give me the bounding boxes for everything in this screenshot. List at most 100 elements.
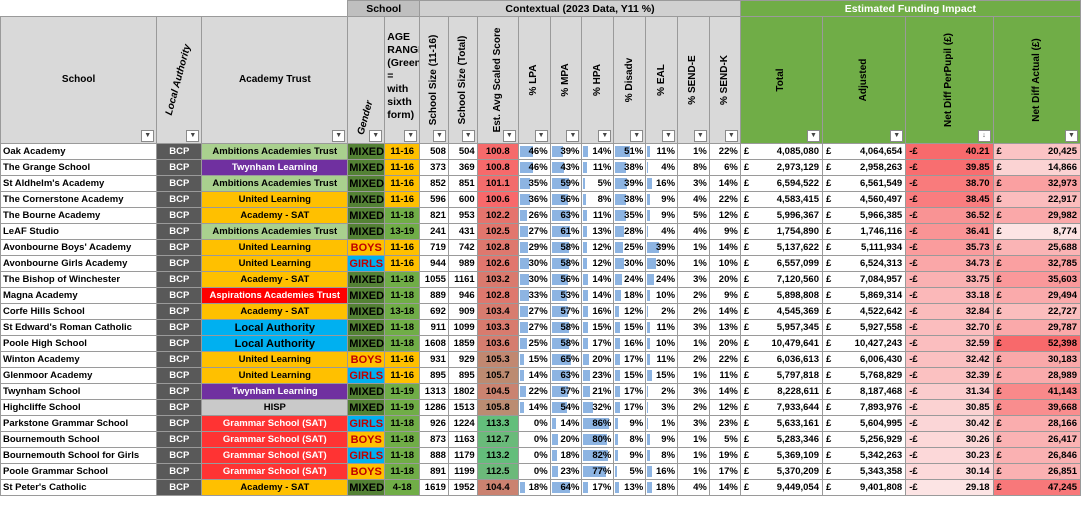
cell-pct-sk[interactable]: 20% — [708, 271, 741, 288]
cell-gender[interactable]: MIXED — [347, 271, 386, 288]
cell-pct-dis[interactable]: 17% — [613, 399, 647, 416]
cell-pct-sk[interactable]: 22% — [708, 191, 741, 208]
filter-dropdown-icon[interactable]: ▼ — [693, 130, 707, 142]
cell-trust[interactable]: United Learning — [201, 191, 349, 208]
cell-pct-lpa[interactable]: 14% — [517, 367, 551, 384]
cell-gender[interactable]: MIXED — [347, 319, 386, 336]
cell-age[interactable]: 11-16 — [384, 255, 421, 272]
cell-adjusted[interactable]: £8,187,468 — [821, 383, 907, 400]
cell-pct-dis[interactable]: 51% — [613, 143, 647, 160]
cell-pct-hpa[interactable]: 14% — [581, 287, 615, 304]
cell-pct-lpa[interactable]: 0% — [517, 447, 551, 464]
cell-pct-se[interactable]: 4% — [677, 223, 710, 240]
cell-pct-mpa[interactable]: 63% — [549, 367, 583, 384]
cell-trust[interactable]: United Learning — [201, 351, 349, 368]
cell-school[interactable]: Poole High School — [0, 335, 158, 352]
cell-pct-sk[interactable]: 14% — [708, 479, 741, 496]
cell-size-1116[interactable]: 895 — [419, 367, 449, 384]
cell-adjusted[interactable]: £6,524,313 — [821, 255, 907, 272]
cell-gender[interactable]: MIXED — [347, 191, 386, 208]
col-header-gender[interactable]: Gender ▼ — [347, 16, 386, 144]
filter-dropdown-icon[interactable]: ▼ — [890, 130, 904, 142]
cell-pct-lpa[interactable]: 30% — [517, 271, 551, 288]
cell-school[interactable]: The Grange School — [0, 159, 158, 176]
cell-size-total[interactable]: 1161 — [447, 271, 478, 288]
cell-score[interactable]: 100.8 — [476, 159, 519, 176]
cell-pct-eal[interactable]: 18% — [645, 479, 679, 496]
cell-age[interactable]: 11-16 — [384, 239, 421, 256]
cell-trust[interactable]: Academy - SAT — [201, 303, 349, 320]
cell-pct-lpa[interactable]: 18% — [517, 479, 551, 496]
cell-school[interactable]: St Peter's Catholic — [0, 479, 158, 496]
cell-trust[interactable]: United Learning — [201, 367, 349, 384]
cell-pct-eal[interactable]: 2% — [645, 383, 679, 400]
cell-pct-sk[interactable]: 13% — [708, 319, 741, 336]
cell-school[interactable]: The Bourne Academy — [0, 207, 158, 224]
cell-gender[interactable]: GIRLS — [347, 447, 386, 464]
cell-pct-dis[interactable]: 9% — [613, 415, 647, 432]
cell-pct-eal[interactable]: 1% — [645, 415, 679, 432]
cell-gender[interactable]: MIXED — [347, 287, 386, 304]
cell-size-1116[interactable]: 1608 — [419, 335, 449, 352]
cell-size-1116[interactable]: 1313 — [419, 383, 449, 400]
cell-pct-lpa[interactable]: 26% — [517, 207, 551, 224]
cell-net-actual[interactable]: £26,851 — [992, 463, 1081, 480]
cell-net-actual[interactable]: £35,603 — [992, 271, 1081, 288]
cell-adjusted[interactable]: £1,746,116 — [821, 223, 907, 240]
col-header-eal[interactable]: % EAL ▼ — [645, 16, 679, 144]
cell-pct-hpa[interactable]: 11% — [581, 207, 615, 224]
cell-school[interactable]: Glenmoor Academy — [0, 367, 158, 384]
cell-pct-lpa[interactable]: 36% — [517, 191, 551, 208]
cell-score[interactable]: 112.5 — [476, 463, 519, 480]
cell-age[interactable]: 11-16 — [384, 159, 421, 176]
cell-total[interactable]: £9,449,054 — [739, 479, 824, 496]
filter-dropdown-icon[interactable]: ▼ — [630, 130, 644, 142]
cell-pct-hpa[interactable]: 14% — [581, 271, 615, 288]
cell-pct-hpa[interactable]: 12% — [581, 255, 615, 272]
cell-pct-mpa[interactable]: 43% — [549, 159, 583, 176]
cell-adjusted[interactable]: £5,604,995 — [821, 415, 907, 432]
cell-pct-mpa[interactable]: 61% — [549, 223, 583, 240]
cell-net-actual[interactable]: £52,398 — [992, 335, 1081, 352]
cell-net-actual[interactable]: £14,866 — [992, 159, 1081, 176]
cell-score[interactable]: 103.6 — [476, 335, 519, 352]
cell-pct-sk[interactable]: 14% — [708, 303, 741, 320]
cell-pct-dis[interactable]: 17% — [613, 383, 647, 400]
col-header-net-actual[interactable]: Net Diff Actual (£) ▼ — [992, 16, 1081, 144]
cell-pct-hpa[interactable]: 13% — [581, 223, 615, 240]
filter-dropdown-icon[interactable]: ▼ — [502, 130, 516, 142]
cell-size-1116[interactable]: 889 — [419, 287, 449, 304]
cell-la[interactable]: BCP — [156, 207, 203, 224]
cell-size-1116[interactable]: 692 — [419, 303, 449, 320]
cell-size-1116[interactable]: 596 — [419, 191, 449, 208]
cell-la[interactable]: BCP — [156, 175, 203, 192]
cell-gender[interactable]: GIRLS — [347, 367, 386, 384]
cell-gender[interactable]: MIXED — [347, 159, 386, 176]
cell-pct-hpa[interactable]: 8% — [581, 191, 615, 208]
cell-total[interactable]: £5,283,346 — [739, 431, 824, 448]
cell-pct-eal[interactable]: 11% — [645, 351, 679, 368]
cell-la[interactable]: BCP — [156, 159, 203, 176]
cell-pct-dis[interactable]: 35% — [613, 207, 647, 224]
col-header-send-e[interactable]: % SEND-E ▼ — [677, 16, 710, 144]
cell-pct-mpa[interactable]: 18% — [549, 447, 583, 464]
cell-total[interactable]: £6,557,099 — [739, 255, 824, 272]
cell-size-total[interactable]: 431 — [447, 223, 478, 240]
cell-pct-hpa[interactable]: 16% — [581, 303, 615, 320]
cell-adjusted[interactable]: £5,343,358 — [821, 463, 907, 480]
cell-trust[interactable]: Local Authority — [201, 335, 349, 352]
filter-dropdown-icon[interactable]: ▼ — [461, 130, 475, 142]
cell-size-1116[interactable]: 1619 — [419, 479, 449, 496]
cell-size-total[interactable]: 1952 — [447, 479, 478, 496]
cell-pct-hpa[interactable]: 82% — [581, 447, 615, 464]
cell-la[interactable]: BCP — [156, 383, 203, 400]
col-header-lpa[interactable]: % LPA ▼ — [517, 16, 551, 144]
cell-pct-eal[interactable]: 11% — [645, 319, 679, 336]
cell-school[interactable]: Bournemouth School for Girls — [0, 447, 158, 464]
cell-pct-eal[interactable]: 9% — [645, 431, 679, 448]
cell-age[interactable]: 11-16 — [384, 191, 421, 208]
cell-net-actual[interactable]: £22,917 — [992, 191, 1081, 208]
cell-size-total[interactable]: 742 — [447, 239, 478, 256]
cell-pct-eal[interactable]: 2% — [645, 303, 679, 320]
cell-net-pp[interactable]: -£ 32.70 — [905, 319, 994, 336]
